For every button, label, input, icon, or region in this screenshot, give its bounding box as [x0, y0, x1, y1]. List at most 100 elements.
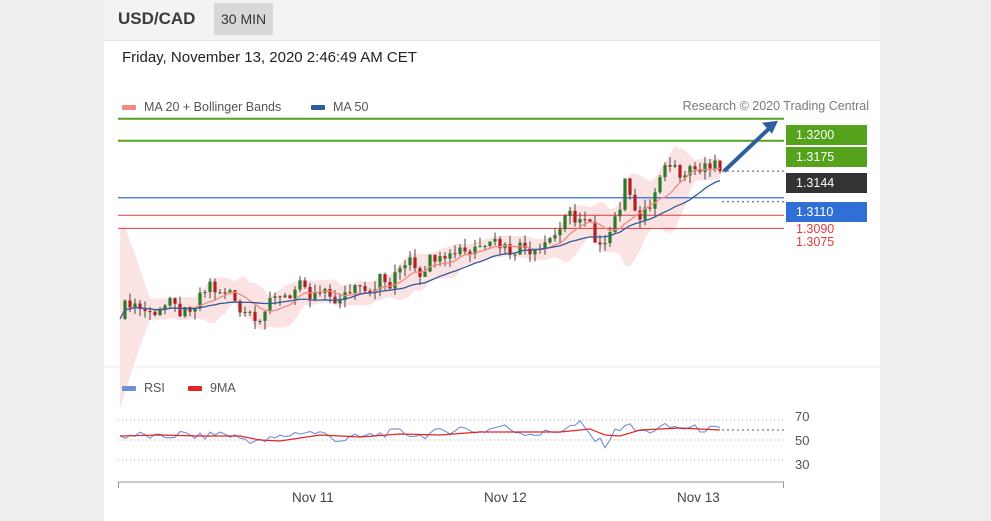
candle-body [158, 309, 162, 316]
candle-body [353, 285, 357, 293]
candle-body [243, 311, 247, 313]
forecast-arrow-head [762, 120, 778, 134]
candle-body [473, 246, 477, 254]
candle-body [478, 246, 482, 248]
candle-body [518, 242, 522, 255]
legend-ma20-label: MA 20 + Bollinger Bands [144, 100, 282, 114]
candle-body [218, 292, 222, 294]
candle-body [338, 300, 342, 304]
candle-body [393, 272, 397, 289]
candle-body [708, 163, 712, 169]
candle-body [313, 292, 317, 300]
x-label-nov13: Nov 13 [677, 490, 720, 505]
candle-body [608, 232, 612, 244]
candle-body [623, 178, 627, 210]
candle-body [698, 169, 702, 172]
rsi-9ma-line [119, 427, 721, 442]
rsi-tick-50: 50 [795, 433, 810, 448]
candle-body [168, 298, 172, 306]
candle-body [383, 274, 387, 283]
candle-body [483, 245, 487, 247]
candle-body [258, 320, 262, 322]
x-label-nov11: Nov 11 [292, 490, 334, 505]
candle-body [513, 254, 517, 256]
legend-ma50-label: MA 50 [333, 100, 369, 114]
candle-body [188, 306, 192, 312]
candle-body [173, 298, 177, 304]
candle-body [148, 311, 152, 313]
candle-body [358, 285, 362, 287]
candle-body [583, 219, 587, 221]
rsi-tick-30: 30 [795, 457, 810, 472]
candle-body [318, 292, 322, 294]
candle-body [598, 242, 602, 245]
candle-body [523, 242, 527, 249]
candle-body [363, 286, 367, 291]
support-2-label: 1.3075 [796, 235, 835, 249]
candle-body [533, 249, 537, 255]
support-1-label: 1.3090 [796, 222, 835, 236]
currency-pair: USD/CAD [118, 9, 196, 28]
candle-body [683, 175, 687, 178]
candle-body [588, 219, 592, 222]
pivot-tag: 1.3110 [786, 202, 867, 222]
candle-body [488, 241, 492, 246]
candle-body [153, 311, 157, 316]
candle-body [668, 165, 672, 167]
candle-body [253, 311, 257, 321]
candle-body [268, 297, 272, 312]
candle-body [143, 309, 147, 312]
candle-body [223, 292, 227, 294]
candle-body [673, 165, 677, 167]
candle-body [628, 178, 632, 195]
candle-body [263, 311, 267, 321]
rsi-tick-70: 70 [795, 409, 810, 424]
candle-body [563, 215, 567, 230]
candle-body [603, 243, 607, 245]
candle-body [568, 210, 572, 216]
candle-body [283, 295, 287, 298]
candle-body [618, 209, 622, 217]
x-label-nov12: Nov 12 [484, 490, 527, 505]
candle-body [208, 281, 212, 293]
candle-body [398, 268, 402, 273]
candle-body [203, 292, 207, 294]
candle-body [238, 301, 242, 313]
last-price-tag: 1.3144 [786, 173, 867, 193]
candle-body [423, 271, 427, 277]
candle-body [233, 290, 237, 302]
candle-body [178, 303, 182, 317]
candle-body [453, 253, 457, 255]
timestamp: Friday, November 13, 2020 2:46:49 AM CET [122, 49, 417, 66]
legend-rsi-label: RSI [144, 381, 165, 395]
candle-body [703, 163, 707, 172]
candle-body [718, 160, 722, 172]
chart-card [104, 0, 880, 521]
ma50-swatch [311, 105, 325, 111]
candle-body [573, 210, 577, 223]
candle-body [463, 247, 467, 252]
candle-body [638, 210, 642, 220]
candle-body [548, 238, 552, 243]
candle-body [428, 254, 432, 272]
candle-body [413, 257, 417, 269]
legend-ma20: MA 20 + Bollinger Bands [122, 99, 281, 115]
resistance-2-tag: 1.3200 [786, 125, 867, 145]
legend-rsi: RSI [122, 380, 165, 396]
candle-body [553, 235, 557, 239]
candle-body [493, 238, 497, 242]
candle-body [408, 257, 412, 266]
candle-body [293, 289, 297, 299]
candle-body [133, 303, 137, 308]
research-credit: Research © 2020 Trading Central [682, 99, 869, 113]
candle-body [458, 247, 462, 254]
resistance-1-tag: 1.3175 [786, 147, 867, 167]
candle-body [468, 251, 472, 254]
candle-body [593, 221, 597, 243]
candle-body [693, 166, 697, 170]
candle-body [228, 290, 232, 294]
candle-body [248, 311, 252, 313]
candle-body [558, 229, 562, 236]
candle-body [448, 253, 452, 259]
timeframe-badge[interactable]: 30 MIN [214, 3, 274, 35]
